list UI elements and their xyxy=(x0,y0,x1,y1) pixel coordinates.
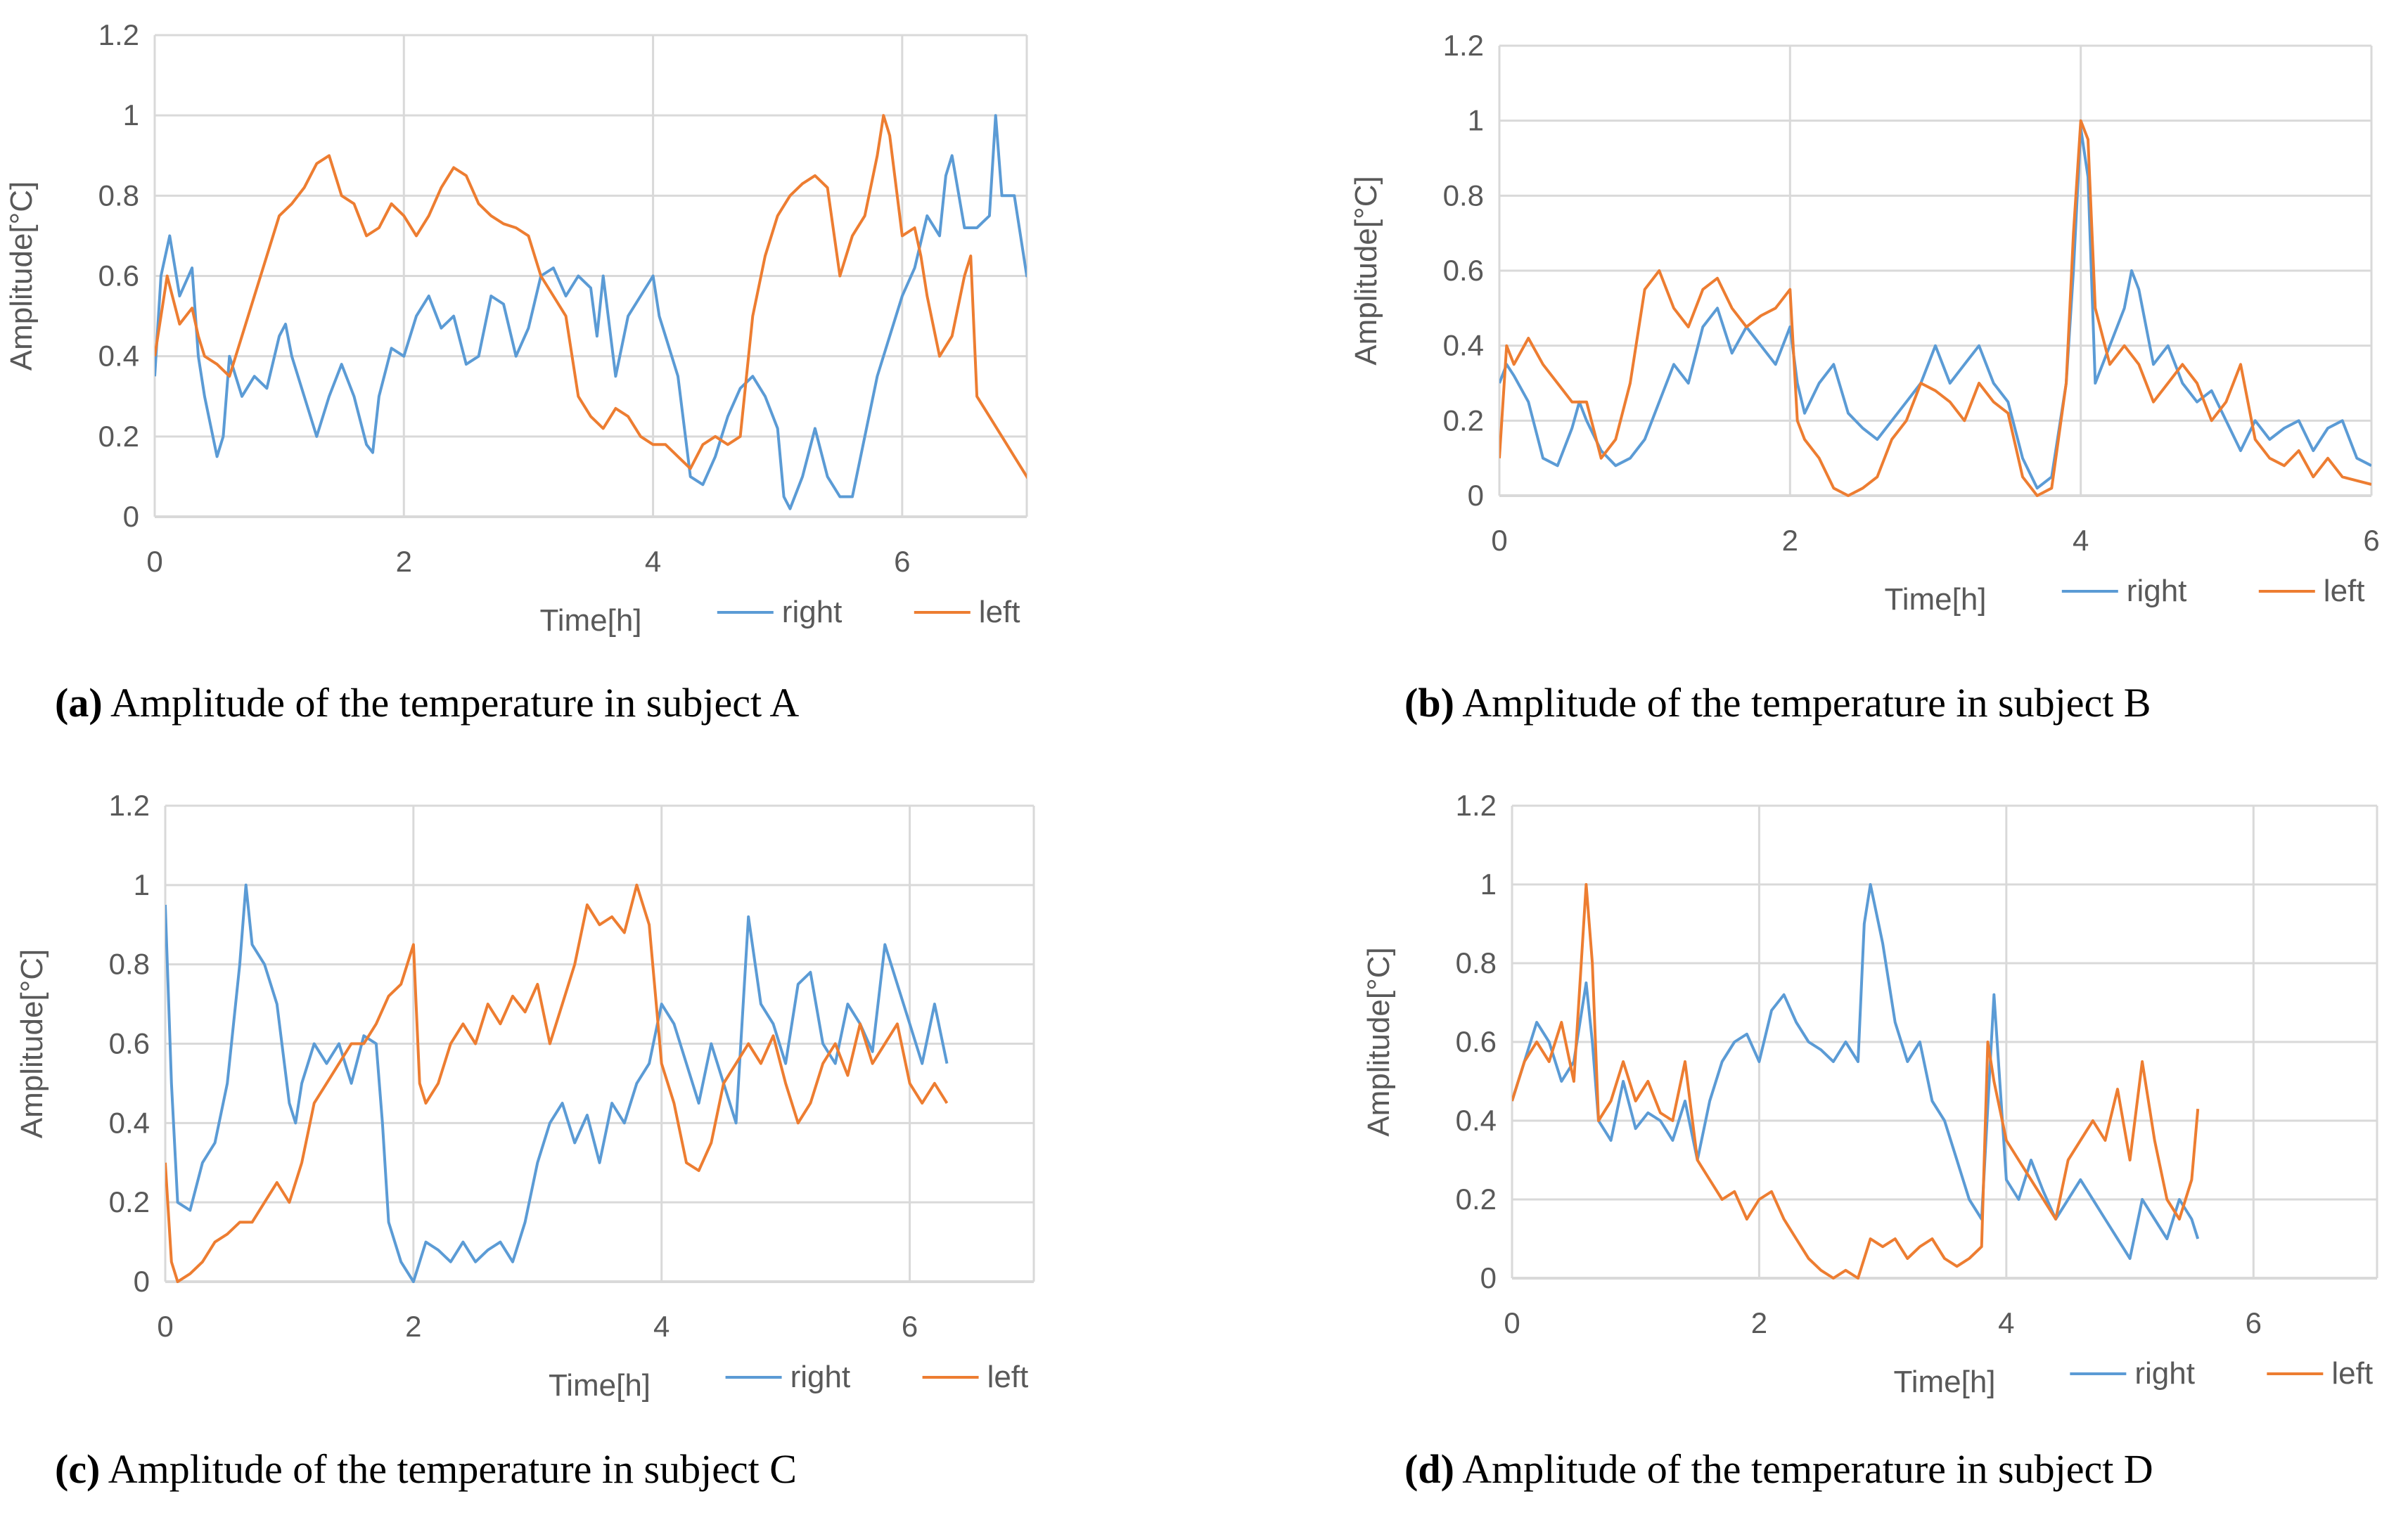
ytick-c-3: 0.6 xyxy=(109,1027,150,1060)
ytick-b-3: 0.6 xyxy=(1443,254,1484,287)
legend-label-c-right: right xyxy=(790,1360,851,1394)
ytick-a-4: 0.8 xyxy=(98,179,139,212)
series-c-left xyxy=(165,883,949,1283)
xtick-d-3: 6 xyxy=(2246,1306,2262,1339)
ylabel-c: Amplitude[°C] xyxy=(15,949,49,1138)
caption-a-tag: (a) xyxy=(55,680,103,726)
ylabel-a: Amplitude[°C] xyxy=(4,181,39,371)
ytick-d-2: 0.4 xyxy=(1456,1104,1497,1137)
ytick-c-4: 0.8 xyxy=(109,948,150,981)
caption-c-tag: (c) xyxy=(55,1446,101,1492)
legend-label-d-left: left xyxy=(2331,1356,2373,1391)
legend-label-c-left: left xyxy=(987,1360,1029,1394)
ytick-a-3: 0.6 xyxy=(98,259,139,292)
legend-label-a-right: right xyxy=(782,595,843,629)
ytick-a-5: 1 xyxy=(123,98,139,131)
caption-d-tag: (d) xyxy=(1404,1446,1454,1492)
ytick-a-1: 0.2 xyxy=(98,420,139,453)
ytick-c-1: 0.2 xyxy=(109,1185,150,1218)
ytick-b-0: 0 xyxy=(1468,479,1484,512)
caption-d-text: Amplitude of the temperature in subject … xyxy=(1462,1446,2153,1492)
caption-a: (a) Amplitude of the temperature in subj… xyxy=(55,679,799,726)
xtick-b-2: 4 xyxy=(2073,524,2089,557)
series-b-left xyxy=(1499,119,2371,497)
caption-b: (b) Amplitude of the temperature in subj… xyxy=(1404,679,2151,726)
series-d-left xyxy=(1512,883,2200,1280)
ytick-c-2: 0.4 xyxy=(109,1106,150,1139)
legend-label-a-left: left xyxy=(979,595,1020,629)
ytick-a-6: 1.2 xyxy=(98,18,139,51)
series-d-right xyxy=(1512,883,2200,1260)
xtick-d-1: 2 xyxy=(1751,1306,1767,1339)
ytick-d-0: 0 xyxy=(1480,1261,1497,1294)
ytick-d-6: 1.2 xyxy=(1456,789,1497,822)
series-a-left xyxy=(155,114,1027,479)
xtick-c-3: 6 xyxy=(902,1310,918,1343)
xlabel-c: Time[h] xyxy=(549,1368,651,1403)
xtick-a-0: 0 xyxy=(146,545,162,578)
xtick-c-1: 2 xyxy=(405,1310,421,1343)
ytick-d-5: 1 xyxy=(1480,868,1497,901)
xtick-b-0: 0 xyxy=(1491,524,1507,557)
ytick-b-5: 1 xyxy=(1468,104,1484,137)
caption-b-text: Amplitude of the temperature in subject … xyxy=(1462,680,2151,726)
ytick-c-0: 0 xyxy=(134,1265,150,1298)
xtick-a-3: 6 xyxy=(894,545,910,578)
ytick-a-0: 0 xyxy=(123,500,139,533)
chart-panel-a: 0 0.2 0.4 0.6 0.8 1 1.2 0 2 4 6 Amplitude[°C] Time[h… xyxy=(0,0,1204,756)
ytick-d-3: 0.6 xyxy=(1456,1025,1497,1058)
chart-d: 0 0.2 0.4 0.6 0.8 1 1.2 0 2 4 6 Amplitude[°C] Time[h… xyxy=(1362,789,2378,1399)
caption-c-text: Amplitude of the temperature in subject … xyxy=(108,1446,797,1492)
series-a-right xyxy=(155,114,1027,510)
caption-b-tag: (b) xyxy=(1404,680,1454,726)
ylabel-d: Amplitude[°C] xyxy=(1362,947,1396,1136)
legend-label-d-right: right xyxy=(2134,1356,2195,1391)
chart-b: 0 0.2 0.4 0.6 0.8 1 1.2 0 2 4 6 Amplitude[°C] Time[h… xyxy=(1349,29,2380,617)
ytick-c-6: 1.2 xyxy=(109,789,150,822)
ytick-c-5: 1 xyxy=(134,868,150,901)
chart-panel-d: 0 0.2 0.4 0.6 0.8 1 1.2 0 2 4 6 Amplitude[°C] Time[h… xyxy=(1204,756,2408,1513)
xtick-a-1: 2 xyxy=(396,545,412,578)
ytick-d-4: 0.8 xyxy=(1456,946,1497,979)
series-c-right xyxy=(165,883,949,1283)
xtick-c-0: 0 xyxy=(157,1310,173,1343)
xtick-c-2: 4 xyxy=(653,1310,670,1343)
xlabel-b: Time[h] xyxy=(1884,582,1986,617)
ytick-d-1: 0.2 xyxy=(1456,1183,1497,1216)
legend-label-b-right: right xyxy=(2127,574,2187,608)
ytick-b-2: 0.4 xyxy=(1443,329,1484,362)
chart-panel-c: 0 0.2 0.4 0.6 0.8 1 1.2 0 2 4 6 Amplitude[°C] Time[h… xyxy=(0,756,1204,1513)
xtick-a-2: 4 xyxy=(645,545,661,578)
legend-label-b-left: left xyxy=(2324,574,2365,608)
ylabel-b: Amplitude[°C] xyxy=(1349,176,1383,365)
chart-a: 0 0.2 0.4 0.6 0.8 1 1.2 0 2 4 6 Amplitude[°C] Time[h… xyxy=(4,18,1028,638)
xtick-b-3: 6 xyxy=(2363,524,2379,557)
chart-c: 0 0.2 0.4 0.6 0.8 1 1.2 0 2 4 6 Amplitude[°C] Time[h… xyxy=(15,789,1035,1403)
ytick-b-1: 0.2 xyxy=(1443,404,1484,437)
caption-d: (d) Amplitude of the temperature in subj… xyxy=(1404,1446,2153,1493)
xlabel-d: Time[h] xyxy=(1893,1365,1995,1399)
xlabel-a: Time[h] xyxy=(539,603,641,638)
ytick-b-4: 0.8 xyxy=(1443,179,1484,212)
xtick-d-0: 0 xyxy=(1504,1306,1520,1339)
chart-panel-b: 0 0.2 0.4 0.6 0.8 1 1.2 0 2 4 6 Amplitude[°C] Time[h… xyxy=(1204,0,2408,756)
xtick-b-1: 2 xyxy=(1782,524,1798,557)
ytick-a-2: 0.4 xyxy=(98,340,139,373)
series-b-right xyxy=(1499,127,2371,490)
ytick-b-6: 1.2 xyxy=(1443,29,1484,62)
xtick-d-2: 4 xyxy=(1998,1306,2014,1339)
caption-c: (c) Amplitude of the temperature in subj… xyxy=(55,1446,797,1493)
caption-a-text: Amplitude of the temperature in subject … xyxy=(110,680,800,726)
